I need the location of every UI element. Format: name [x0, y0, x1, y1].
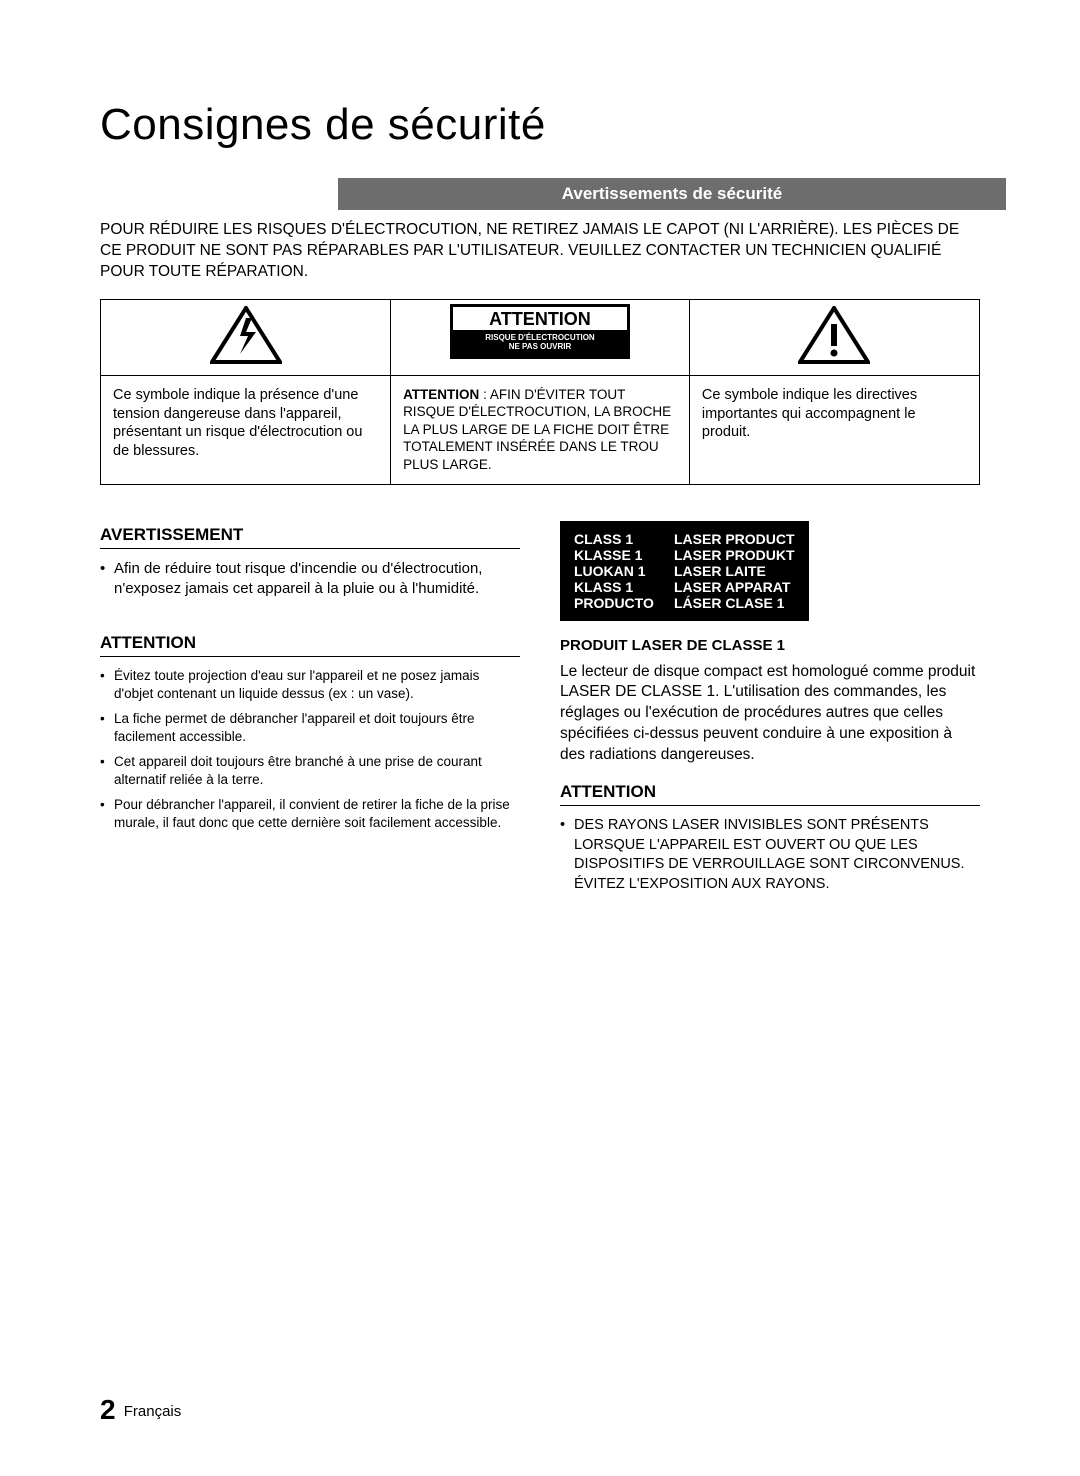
lightning-bolt-icon [210, 351, 282, 368]
page-number: 2 [100, 1394, 116, 1425]
left-symbol-description: Ce symbole indique la présence d'une ten… [113, 386, 378, 461]
warning-symbols-table: ATTENTION RISQUE D'ÉLECTROCUTION NE PAS … [100, 299, 980, 485]
laser-product-heading: PRODUIT LASER DE CLASSE 1 [560, 637, 980, 654]
attention-heading-right: ATTENTION [560, 782, 980, 806]
attention-heading-left: ATTENTION [100, 633, 520, 657]
attention-box-title: ATTENTION [453, 307, 627, 330]
attention-bullet-right: DES RAYONS LASER INVISIBLES SONT PRÉSENT… [560, 816, 980, 894]
attention-bullet: La fiche permet de débrancher l'appareil… [100, 710, 520, 745]
attention-box: ATTENTION RISQUE D'ÉLECTROCUTION NE PAS … [450, 304, 630, 359]
section-heading-bar: Avertissements de sécurité [338, 178, 1006, 210]
right-symbol-description: Ce symbole indique les directives import… [702, 386, 967, 443]
center-symbol-description: ATTENTION : AFIN D'ÉVITER TOUT RISQUE D'… [403, 386, 677, 474]
laser-class-label-box: CLASS 1LASER PRODUCT KLASSE 1LASER PRODU… [560, 521, 809, 621]
attention-bullet: Pour débrancher l'appareil, il convient … [100, 796, 520, 831]
left-column: AVERTISSEMENT Afin de réduire tout risqu… [100, 521, 520, 907]
right-column: CLASS 1LASER PRODUCT KLASSE 1LASER PRODU… [560, 521, 980, 907]
page-footer: 2 Français [100, 1394, 181, 1426]
attention-box-subtext: RISQUE D'ÉLECTROCUTION NE PAS OUVRIR [453, 330, 627, 356]
intro-paragraph: POUR RÉDUIRE LES RISQUES D'ÉLECTROCUTION… [100, 220, 980, 283]
attention-bullet: Évitez toute projection d'eau sur l'appa… [100, 667, 520, 702]
exclamation-triangle-icon [798, 351, 870, 368]
avertissement-bullet: Afin de réduire tout risque d'incendie o… [100, 559, 520, 600]
attention-bullet: Cet appareil doit toujours être branché … [100, 753, 520, 788]
laser-product-paragraph: Le lecteur de disque compact est homolog… [560, 662, 980, 767]
avertissement-heading: AVERTISSEMENT [100, 525, 520, 549]
page-title: Consignes de sécurité [100, 100, 980, 150]
page-language: Français [124, 1403, 182, 1420]
